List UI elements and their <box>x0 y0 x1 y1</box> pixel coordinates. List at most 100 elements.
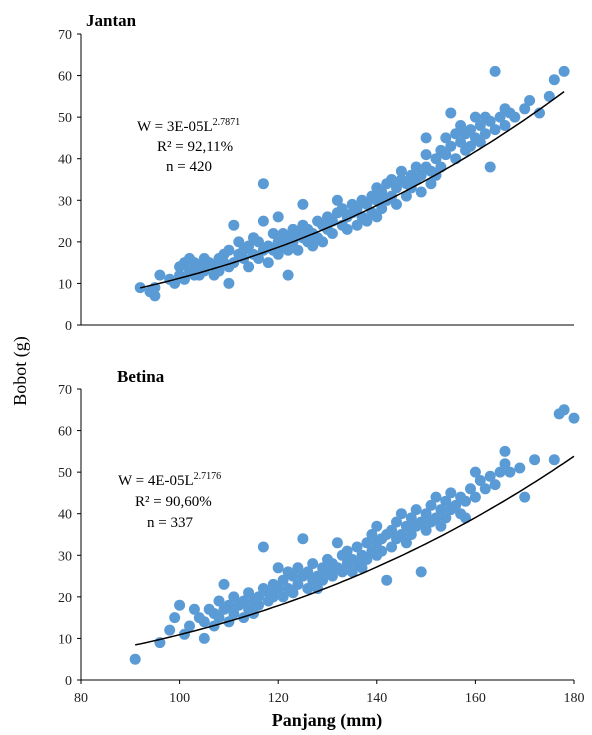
data-point-betina-90 <box>400 520 412 532</box>
x-tick-label-betina-0: 80 <box>74 691 88 706</box>
y-tick-label-betina-5: 50 <box>58 466 72 481</box>
data-point-jantan-94 <box>376 186 388 198</box>
y-ticks-betina: 0 10 20 30 40 50 60 70 <box>58 383 81 689</box>
data-point-betina-49 <box>302 583 314 594</box>
data-point-betina-127 <box>519 491 531 503</box>
r-squared-betina: R² = 90,60% <box>135 494 212 510</box>
data-point-betina-5 <box>179 628 190 640</box>
data-point-betina-63 <box>336 566 348 578</box>
data-point-jantan-121 <box>440 132 452 144</box>
data-point-betina-92 <box>405 512 417 524</box>
x-tick-label-betina-2: 120 <box>268 691 289 706</box>
equation-exponent-betina: 2.7176 <box>194 471 222 482</box>
data-point-betina-102 <box>430 491 442 503</box>
data-point-betina-9 <box>198 632 210 644</box>
data-point-betina-74 <box>361 553 373 565</box>
scatter-points-jantan <box>134 65 570 302</box>
data-point-betina-40 <box>277 591 289 603</box>
data-point-betina-98 <box>420 508 432 520</box>
data-point-jantan-70 <box>317 236 329 248</box>
data-point-betina-0 <box>129 653 141 665</box>
data-point-betina-24 <box>238 595 250 607</box>
data-point-betina-123 <box>499 445 511 457</box>
data-point-jantan-136 <box>474 136 486 148</box>
data-point-jantan-150 <box>534 107 545 119</box>
data-point-betina-103 <box>430 512 442 524</box>
data-point-betina-44 <box>287 587 299 599</box>
data-point-jantan-83 <box>351 203 363 215</box>
data-point-betina-99 <box>420 524 432 536</box>
data-point-betina-81 <box>376 545 388 557</box>
r-squared-jantan: R² = 92,11% <box>157 139 233 155</box>
data-point-betina-10 <box>198 616 210 628</box>
y-tick-label-betina-4: 40 <box>58 508 72 523</box>
y-tick-label-jantan-2: 20 <box>58 236 72 251</box>
data-point-betina-30 <box>253 599 264 611</box>
data-point-jantan-114 <box>420 132 432 144</box>
data-point-jantan-73 <box>326 228 338 239</box>
y-tick-label-betina-2: 20 <box>58 591 72 606</box>
equation-betina: W = 4E-05L2.7176 <box>118 471 221 489</box>
data-point-betina-69 <box>351 541 363 553</box>
data-point-betina-104 <box>435 504 447 516</box>
y-tick-label-betina-3: 30 <box>58 549 72 564</box>
panel-title-jantan: Jantan <box>86 11 137 30</box>
data-point-jantan-111 <box>415 186 427 198</box>
data-point-jantan-152 <box>548 74 560 86</box>
data-point-betina-96 <box>415 516 427 528</box>
data-point-jantan-87 <box>361 198 373 210</box>
data-point-jantan-100 <box>391 182 402 194</box>
data-point-betina-129 <box>548 454 560 466</box>
data-point-betina-87 <box>391 516 402 528</box>
data-point-betina-19 <box>223 599 235 611</box>
data-point-betina-97 <box>415 566 427 578</box>
data-point-betina-110 <box>450 499 462 511</box>
data-point-betina-114 <box>460 512 471 524</box>
data-point-jantan-43 <box>257 215 269 227</box>
data-point-betina-105 <box>435 520 447 532</box>
y-tick-label-jantan-5: 50 <box>58 111 72 126</box>
y-tick-label-betina-1: 10 <box>58 632 72 647</box>
data-point-jantan-42 <box>257 178 269 190</box>
data-point-jantan-30 <box>228 219 240 231</box>
data-point-jantan-49 <box>272 248 284 260</box>
y-tick-label-jantan-7: 70 <box>58 28 72 43</box>
data-point-betina-119 <box>479 483 491 495</box>
data-point-jantan-144 <box>499 120 511 131</box>
data-point-jantan-88 <box>361 215 373 227</box>
data-point-betina-128 <box>529 454 541 466</box>
data-point-jantan-135 <box>474 120 486 131</box>
data-point-jantan-132 <box>465 140 476 152</box>
scatter-points-betina <box>129 404 580 665</box>
data-point-jantan-98 <box>386 174 398 185</box>
data-point-jantan-149 <box>524 95 536 106</box>
data-point-jantan-109 <box>410 161 422 173</box>
trendline-betina <box>135 455 575 646</box>
n-count-jantan: n = 420 <box>166 159 212 175</box>
data-point-jantan-32 <box>233 236 245 248</box>
data-point-betina-31 <box>257 541 269 553</box>
data-point-jantan-46 <box>267 228 279 239</box>
data-point-jantan-84 <box>351 219 363 231</box>
data-point-betina-68 <box>346 566 358 578</box>
data-point-jantan-133 <box>469 111 481 123</box>
y-tick-label-jantan-0: 0 <box>65 319 72 334</box>
data-point-betina-116 <box>469 466 481 478</box>
data-point-betina-93 <box>405 529 417 540</box>
data-point-betina-46 <box>292 578 304 590</box>
data-point-betina-72 <box>356 562 368 574</box>
data-point-betina-6 <box>184 620 195 632</box>
data-point-jantan-153 <box>558 65 570 77</box>
data-point-betina-122 <box>494 466 506 478</box>
data-point-betina-61 <box>331 537 343 549</box>
y-axis-label: Bobot (g) <box>10 336 31 406</box>
data-point-jantan-137 <box>479 128 491 140</box>
data-point-jantan-93 <box>371 211 383 223</box>
data-point-betina-39 <box>277 574 289 586</box>
y-tick-label-jantan-1: 10 <box>58 277 72 292</box>
data-point-jantan-124 <box>445 140 457 152</box>
x-tick-label-betina-4: 160 <box>465 691 486 706</box>
data-point-betina-84 <box>386 541 398 553</box>
